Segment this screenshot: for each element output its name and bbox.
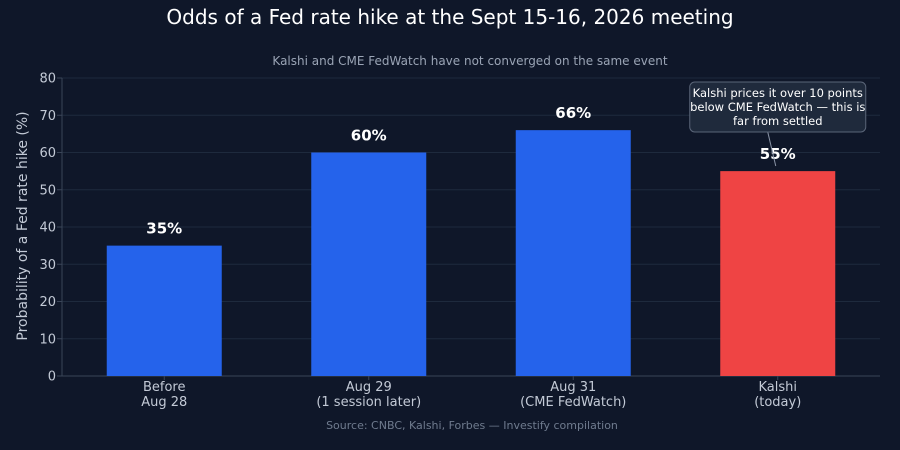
y-tick-label: 40 <box>39 221 56 236</box>
annotation-text: below CME FedWatch — this is <box>690 100 865 114</box>
annotation-box <box>689 81 867 133</box>
bar <box>106 245 222 376</box>
data-label: 66% <box>555 104 591 122</box>
data-label: 35% <box>146 220 182 238</box>
x-tick-label: Aug 31 <box>550 380 596 395</box>
y-tick-label: 60 <box>39 146 56 161</box>
y-tick-label: 10 <box>39 332 56 347</box>
y-tick-label: 30 <box>39 258 56 273</box>
bar <box>515 130 631 376</box>
y-tick-label: 80 <box>39 72 56 87</box>
annotation-arrow <box>767 131 777 167</box>
bar <box>311 152 427 376</box>
annotation-text: far from settled <box>733 114 823 128</box>
data-label: 60% <box>351 127 387 145</box>
x-tick-label: (today) <box>754 395 801 410</box>
source-note: Source: CNBC, Kalshi, Forbes — Investify… <box>326 419 618 432</box>
data-label: 55% <box>760 145 796 163</box>
chart-subtitle: Kalshi and CME FedWatch have not converg… <box>272 54 667 68</box>
y-tick-label: 70 <box>39 109 56 124</box>
chart-title: Odds of a Fed rate hike at the Sept 15-1… <box>166 5 733 29</box>
x-tick-label: Before <box>143 380 186 395</box>
x-tick-label: (CME FedWatch) <box>520 395 626 410</box>
x-tick-label: (1 session later) <box>316 395 421 410</box>
y-tick-label: 0 <box>48 370 56 385</box>
bar <box>720 171 836 376</box>
y-tick-label: 20 <box>39 295 56 310</box>
y-axis-label: Probability of a Fed rate hike (%) <box>15 111 31 340</box>
x-tick-label: Kalshi <box>759 380 798 395</box>
annotation-text: Kalshi prices it over 10 points <box>693 86 863 100</box>
x-tick-label: Aug 29 <box>346 380 392 395</box>
x-tick-label: Aug 28 <box>141 395 187 410</box>
y-tick-label: 50 <box>39 183 56 198</box>
